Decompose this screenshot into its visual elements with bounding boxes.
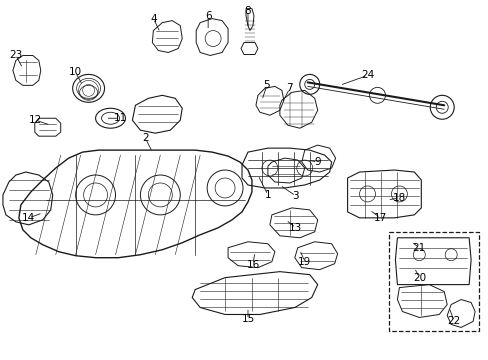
Text: 10: 10 bbox=[69, 67, 82, 77]
Text: 24: 24 bbox=[360, 71, 373, 80]
Text: 16: 16 bbox=[246, 260, 259, 270]
Text: 4: 4 bbox=[150, 14, 156, 24]
Text: 6: 6 bbox=[204, 11, 211, 21]
Text: 12: 12 bbox=[29, 115, 42, 125]
Text: 15: 15 bbox=[241, 314, 254, 324]
Text: 20: 20 bbox=[412, 273, 425, 283]
Bar bbox=[388, 232, 478, 332]
Text: 3: 3 bbox=[292, 191, 299, 201]
Text: 21: 21 bbox=[412, 243, 425, 253]
Text: 5: 5 bbox=[263, 80, 270, 90]
Text: 19: 19 bbox=[298, 257, 311, 267]
Text: 18: 18 bbox=[392, 193, 405, 203]
Text: 7: 7 bbox=[286, 84, 292, 93]
Text: 17: 17 bbox=[373, 213, 386, 223]
Text: 9: 9 bbox=[314, 157, 321, 167]
Text: 8: 8 bbox=[244, 6, 251, 15]
Text: 23: 23 bbox=[9, 50, 22, 60]
Text: 22: 22 bbox=[447, 316, 460, 327]
Text: 1: 1 bbox=[264, 190, 271, 200]
Text: 2: 2 bbox=[142, 133, 148, 143]
Text: 13: 13 bbox=[288, 223, 302, 233]
Text: 14: 14 bbox=[22, 213, 36, 223]
Text: 11: 11 bbox=[114, 113, 127, 123]
